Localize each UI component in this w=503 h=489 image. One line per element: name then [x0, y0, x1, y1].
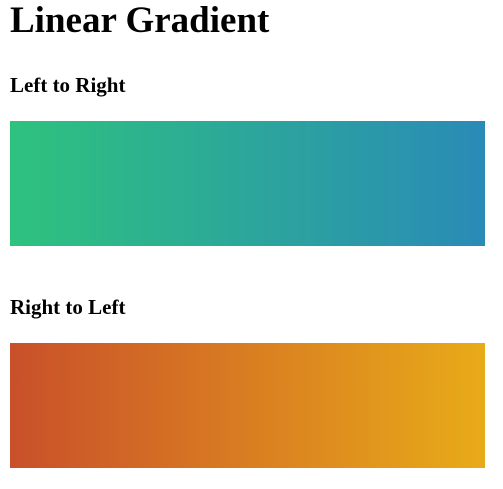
right-to-left-heading: Right to Left: [10, 295, 126, 319]
page-title: Linear Gradient: [10, 0, 270, 41]
left-to-right-gradient-box: [10, 121, 485, 246]
right-to-left-gradient-box: [10, 343, 485, 468]
left-to-right-heading: Left to Right: [10, 73, 126, 97]
